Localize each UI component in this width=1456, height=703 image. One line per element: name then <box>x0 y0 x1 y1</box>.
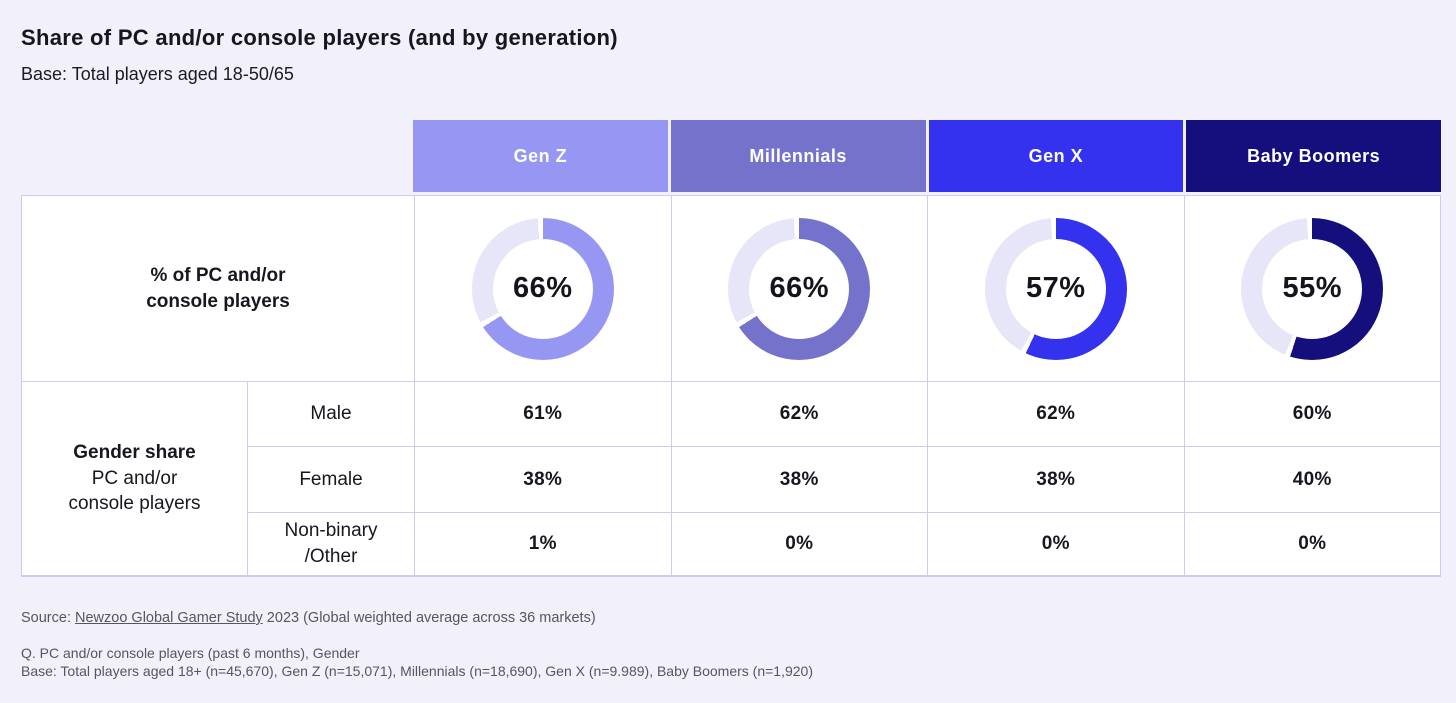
base-line: Base: Total players aged 18+ (n=45,670),… <box>21 663 813 680</box>
gender-share-label-rest: PC and/or console players <box>68 467 201 515</box>
donut-cell-gen-x: 57% <box>928 196 1184 381</box>
cell-nonbinary-gen-x: 0% <box>928 513 1184 575</box>
column-header-baby-boomers: Baby Boomers <box>1186 120 1441 192</box>
question-line: Q. PC and/or console players (past 6 mon… <box>21 645 360 661</box>
cell-male-gen-z: 61% <box>415 382 671 446</box>
donut-value-gen-x: 57% <box>1025 271 1086 304</box>
cell-male-baby-boomers: 60% <box>1184 382 1440 446</box>
row-label-male: Male <box>248 382 414 446</box>
cell-female-gen-x: 38% <box>928 447 1184 512</box>
row-label-nonbinary-other: Non-binary /Other <box>248 513 414 575</box>
source-suffix: 2023 (Global weighted average across 36 … <box>262 610 596 626</box>
donut-chart-baby-boomers: 55% <box>1241 217 1384 360</box>
column-header-gen-z: Gen Z <box>413 120 668 192</box>
data-table: % of PC and/or console players 66% 66% 5… <box>21 195 1441 577</box>
source-prefix: Source: <box>21 610 75 626</box>
column-header-gen-x: Gen X <box>928 120 1184 192</box>
gender-share-label-bold: Gender share <box>73 442 196 464</box>
column-header-millennials: Millennials <box>670 120 926 192</box>
donut-value-gen-z: 66% <box>512 271 573 304</box>
donut-cell-gen-z: 66% <box>415 196 671 381</box>
cell-male-gen-x: 62% <box>928 382 1184 446</box>
donut-chart-millennials: 66% <box>728 217 871 360</box>
cell-female-millennials: 38% <box>671 447 927 512</box>
page-subtitle: Base: Total players aged 18-50/65 <box>21 64 294 84</box>
source-link[interactable]: Newzoo Global Gamer Study <box>75 610 263 626</box>
cell-male-millennials: 62% <box>671 382 927 446</box>
row-group-label-gender-share: Gender share PC and/or console players <box>22 382 247 575</box>
donut-chart-gen-x: 57% <box>984 217 1127 360</box>
source-line: Source: Newzoo Global Gamer Study 2023 (… <box>21 610 813 626</box>
cell-nonbinary-gen-z: 1% <box>415 513 671 575</box>
donut-cell-baby-boomers: 55% <box>1184 196 1440 381</box>
cell-female-gen-z: 38% <box>415 447 671 512</box>
footer: Source: Newzoo Global Gamer Study 2023 (… <box>21 610 813 681</box>
cell-female-baby-boomers: 40% <box>1184 447 1440 512</box>
donut-value-baby-boomers: 55% <box>1282 271 1343 304</box>
row-label-female: Female <box>248 447 414 512</box>
page-title: Share of PC and/or console players (and … <box>21 25 618 50</box>
generation-header-row: Gen Z Millennials Gen X Baby Boomers <box>413 120 1441 192</box>
donut-value-millennials: 66% <box>769 271 830 304</box>
cell-nonbinary-millennials: 0% <box>671 513 927 575</box>
row-label-share-of-players: % of PC and/or console players <box>22 196 414 381</box>
cell-nonbinary-baby-boomers: 0% <box>1184 513 1440 575</box>
donut-cell-millennials: 66% <box>671 196 927 381</box>
donut-chart-gen-z: 66% <box>471 217 614 360</box>
